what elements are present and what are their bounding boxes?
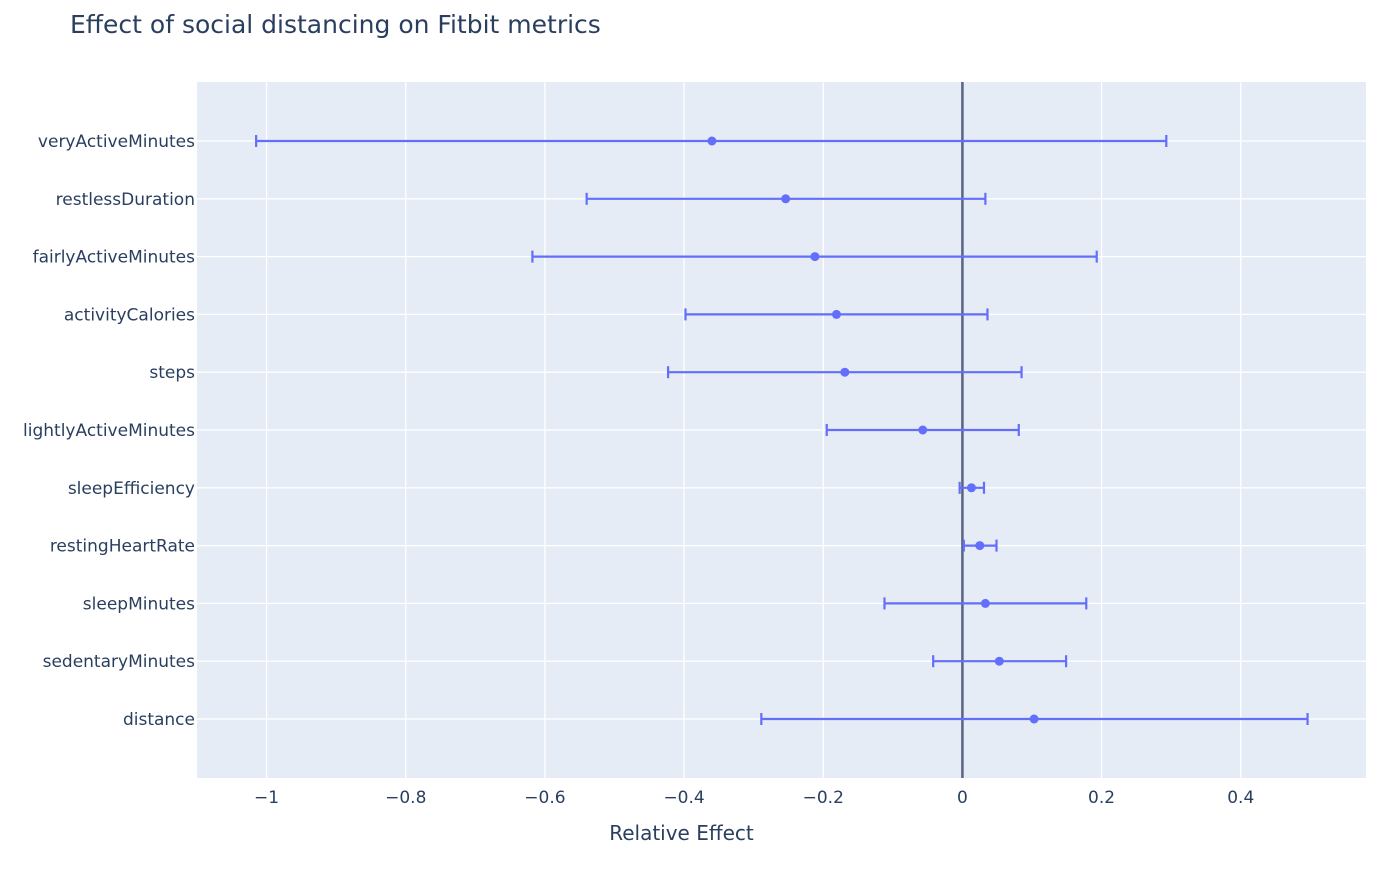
estimate-point xyxy=(981,599,990,608)
y-tick-label: distance xyxy=(123,710,195,730)
y-tick-label: sedentaryMinutes xyxy=(43,652,196,672)
estimate-point xyxy=(832,310,841,319)
y-tick-label: steps xyxy=(149,363,195,383)
x-axis-title: Relative Effect xyxy=(609,821,754,845)
y-tick-label: sleepMinutes xyxy=(83,594,195,614)
estimate-point xyxy=(781,194,790,203)
estimate-point xyxy=(1030,715,1039,724)
estimate-point xyxy=(707,137,716,146)
x-axis-tick-labels: −1 −0.8 −0.6 −0.4 −0.2 0 0.2 0.4 xyxy=(254,788,1254,808)
x-tick-label: −0.8 xyxy=(385,788,426,808)
y-tick-label: fairlyActiveMinutes xyxy=(33,248,196,268)
y-tick-label: lightlyActiveMinutes xyxy=(23,421,195,441)
x-tick-label: −0.6 xyxy=(524,788,565,808)
x-tick-label: −0.2 xyxy=(803,788,844,808)
estimate-point xyxy=(995,657,1004,666)
estimate-point xyxy=(967,483,976,492)
estimate-point xyxy=(810,252,819,261)
y-tick-label: veryActiveMinutes xyxy=(38,132,195,152)
y-tick-label: restingHeartRate xyxy=(50,537,195,557)
y-tick-label: sleepEfficiency xyxy=(68,479,195,499)
estimate-point xyxy=(918,426,927,435)
x-tick-label: −1 xyxy=(254,788,279,808)
y-tick-label: activityCalories xyxy=(64,305,195,325)
estimate-point xyxy=(840,368,849,377)
x-tick-label: 0 xyxy=(957,788,968,808)
y-tick-label: restlessDuration xyxy=(56,190,195,210)
estimate-point xyxy=(975,541,984,550)
x-tick-label: 0.4 xyxy=(1227,788,1254,808)
x-tick-label: 0.2 xyxy=(1088,788,1115,808)
x-tick-label: −0.4 xyxy=(663,788,704,808)
y-axis-tick-labels: veryActiveMinutes restlessDuration fairlyA… xyxy=(23,132,195,730)
